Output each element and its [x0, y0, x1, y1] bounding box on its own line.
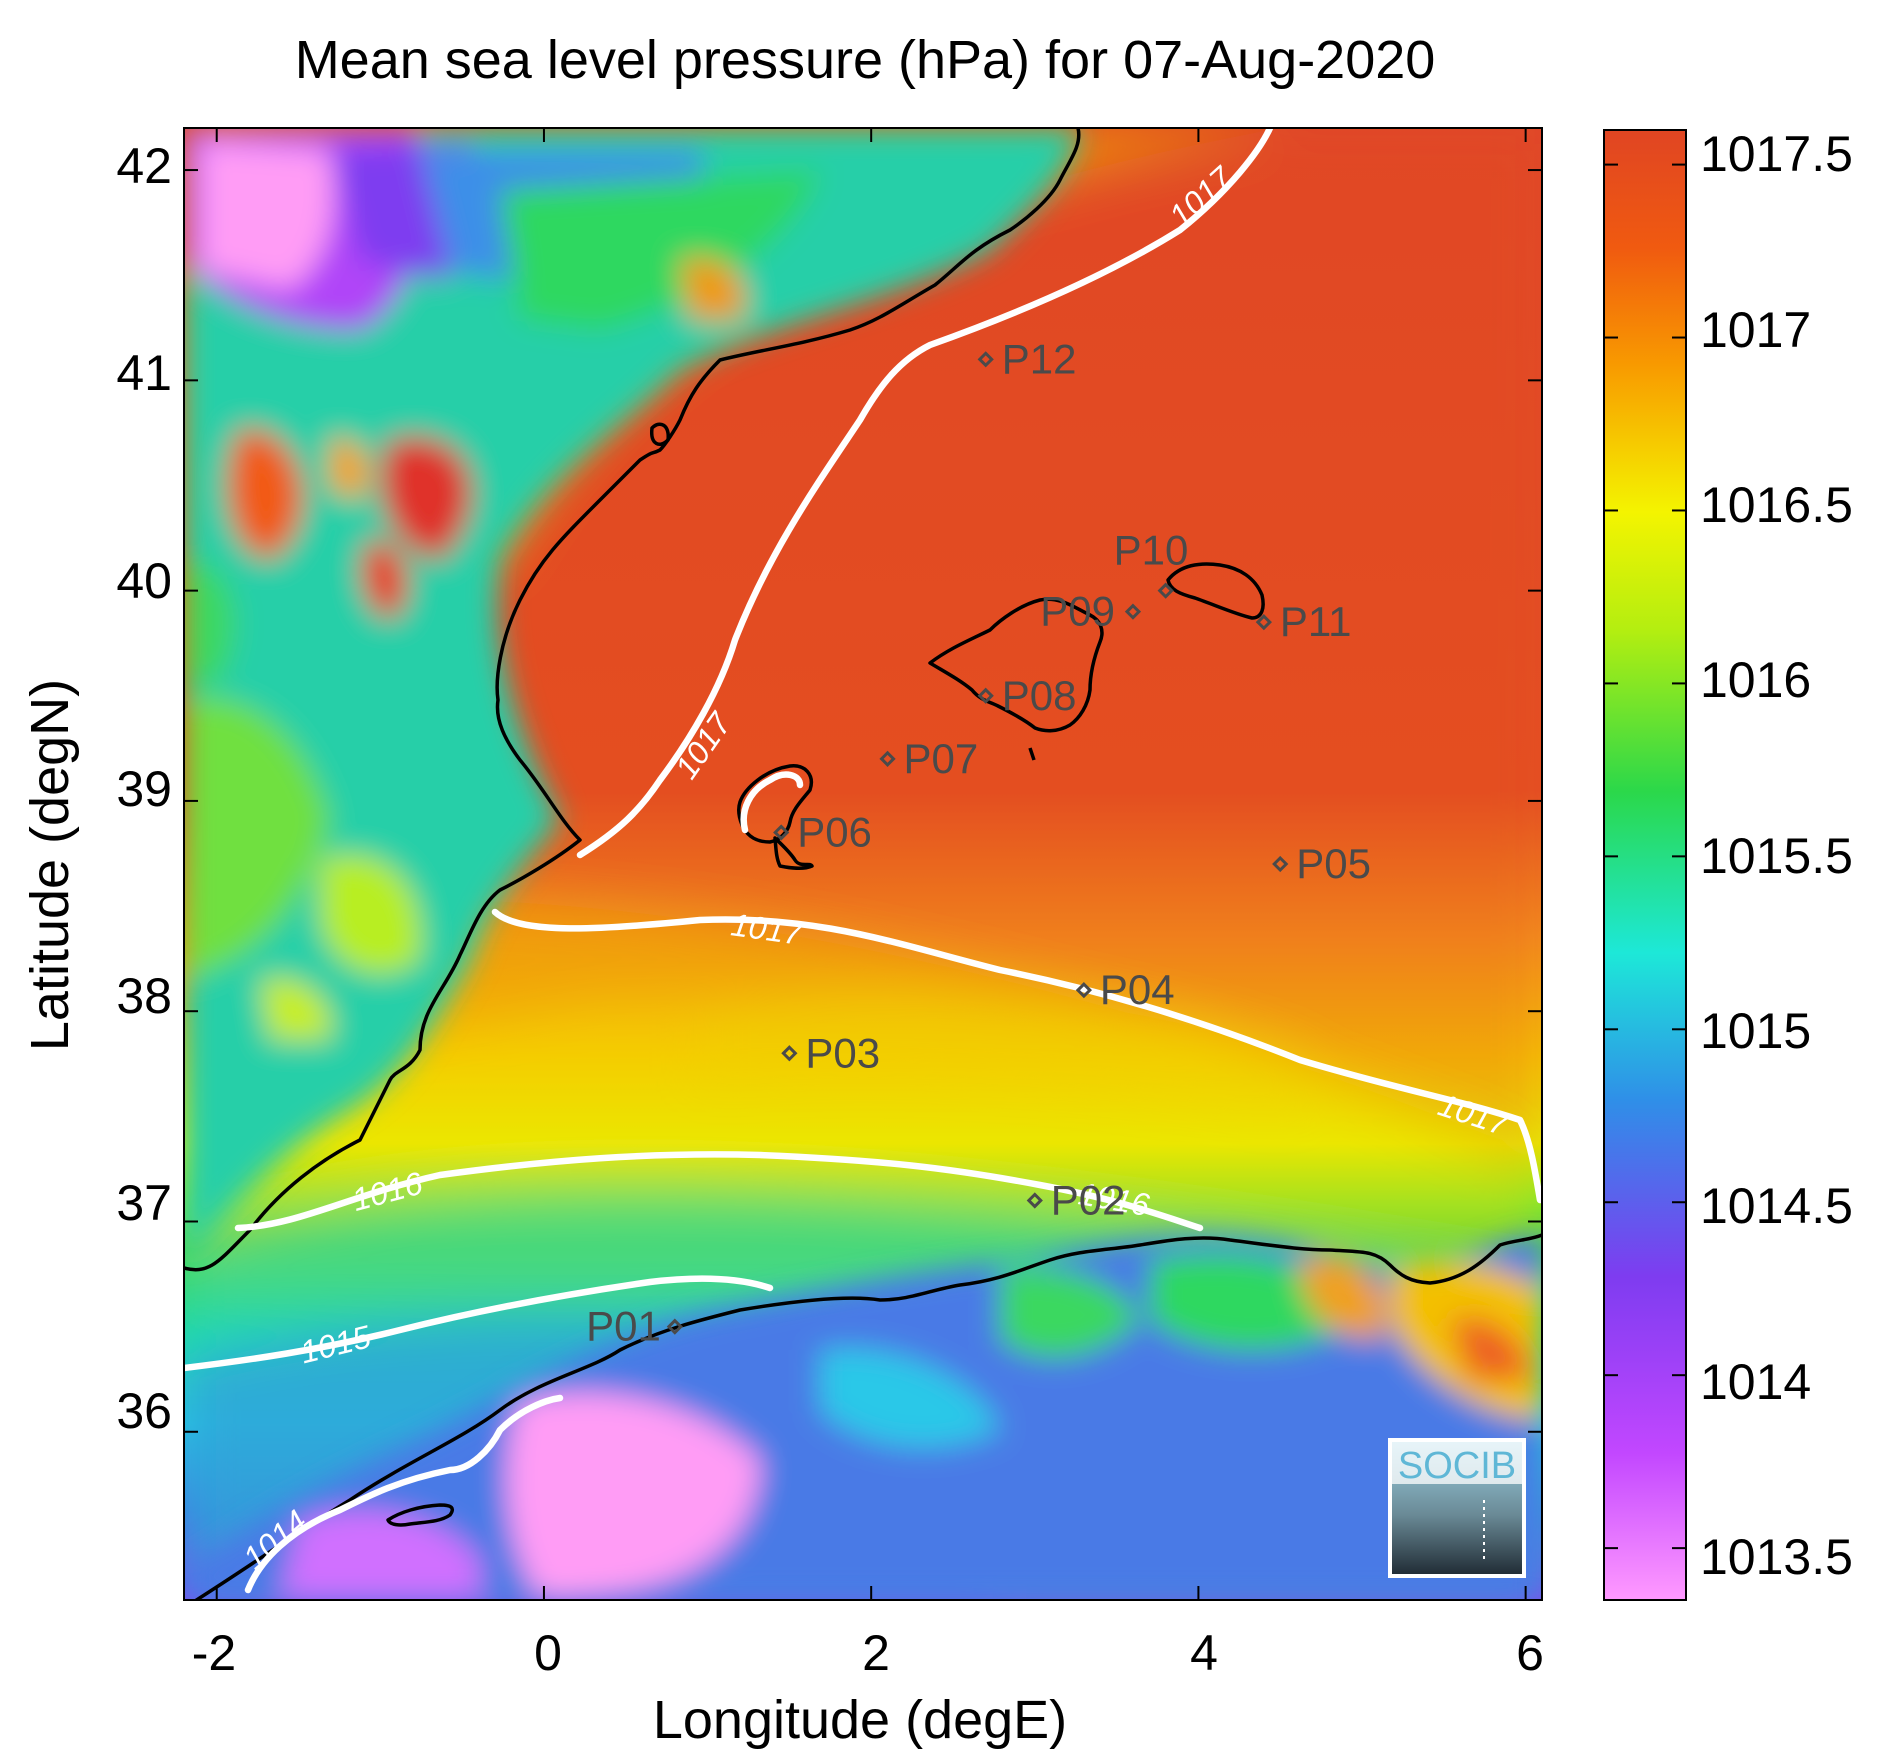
contour-1017-north	[576, 128, 1274, 859]
station-marker	[1075, 982, 1093, 999]
x-axis-label: Longitude (degE)	[653, 1690, 1067, 1750]
axis-ticks	[184, 128, 1542, 1600]
station-marker	[977, 351, 994, 368]
station-marker	[1157, 582, 1174, 599]
station-marker	[773, 824, 790, 841]
station-marker	[781, 1045, 798, 1062]
colorbar-label: 1014.5	[1700, 1178, 1853, 1234]
y-tick-label: 37	[116, 1175, 172, 1231]
station-marker	[1272, 855, 1289, 873]
y-tick-label: 42	[116, 138, 172, 194]
y-tick-labels: 42 41 40 39 38 37 36	[116, 138, 172, 1439]
x-tick-label: 2	[862, 1625, 890, 1681]
logo-text: SOCIB	[1398, 1445, 1516, 1487]
iberia-land-field	[184, 128, 1080, 1260]
socib-logo: SOCIB	[1388, 1438, 1526, 1578]
y-tick-label: 40	[116, 553, 172, 609]
station-label: P05	[1296, 840, 1371, 887]
plot-area: 1017 1017 1017 1017 1016 1016 1015 1014 …	[184, 128, 1542, 1600]
x-tick-label: 6	[1516, 1625, 1544, 1681]
station-label: P04	[1100, 966, 1175, 1013]
station-markers: P01 P02 P03 P04 P05 P06 P07 P08 P09 P10 P11 P12	[586, 335, 1371, 1349]
station-label: P01	[586, 1303, 661, 1350]
station-label: P06	[797, 808, 872, 855]
colorbar-label: 1014	[1700, 1354, 1811, 1410]
station-label: P11	[1280, 598, 1352, 645]
contour-1015	[184, 1275, 774, 1372]
colorbar-label: 1015.5	[1700, 828, 1853, 884]
colorbar-label: 1013.5	[1700, 1529, 1853, 1585]
y-tick-label: 36	[116, 1383, 172, 1439]
station-label: P07	[904, 735, 979, 782]
colorbar: 1017.5 1017 1016.5 1016 1015.5 1015 1014…	[1603, 126, 1853, 1601]
contour-lines	[184, 128, 1542, 1594]
contour-1017-south	[491, 908, 1542, 1204]
y-tick-label: 38	[116, 968, 172, 1024]
plot-frame	[183, 127, 1543, 1601]
contour-1016	[234, 1151, 1204, 1232]
station-marker	[977, 687, 994, 704]
colorbar-label: 1017.5	[1700, 126, 1853, 182]
station-label: P09	[1040, 588, 1115, 635]
station-marker	[1026, 1192, 1043, 1209]
x-tick-label: 4	[1190, 1625, 1218, 1681]
colorbar-ticks	[1604, 163, 1686, 1550]
station-marker	[879, 750, 896, 767]
africa-land-field	[184, 1235, 1542, 1600]
x-tick-label: -2	[192, 1625, 236, 1681]
station-marker	[666, 1318, 683, 1335]
station-label: P08	[1002, 672, 1077, 719]
y-tick-label: 39	[116, 761, 172, 817]
station-label: P03	[805, 1029, 880, 1076]
contour-1017-ibiza	[740, 771, 804, 834]
chart-title: Mean sea level pressure (hPa) for 07-Aug…	[295, 30, 1436, 90]
station-label: P12	[1002, 335, 1077, 382]
coastline	[184, 128, 1542, 1600]
y-axis-label: Latitude (degN)	[20, 679, 80, 1051]
colorbar-label: 1016	[1700, 652, 1811, 708]
y-tick-label: 41	[116, 345, 172, 401]
colorbar-gradient	[1603, 129, 1687, 1601]
station-marker	[1124, 603, 1142, 620]
colorbar-label: 1016.5	[1700, 477, 1853, 533]
station-marker	[1255, 614, 1272, 631]
station-label: P02	[1051, 1176, 1126, 1223]
colorbar-label: 1015	[1700, 1003, 1811, 1059]
colorbar-label: 1017	[1700, 302, 1811, 358]
x-tick-label: 0	[534, 1625, 562, 1681]
x-tick-labels: -2 0 2 4 6	[192, 1625, 1544, 1681]
station-label: P10	[1114, 527, 1189, 574]
contour-1014	[244, 1394, 564, 1594]
